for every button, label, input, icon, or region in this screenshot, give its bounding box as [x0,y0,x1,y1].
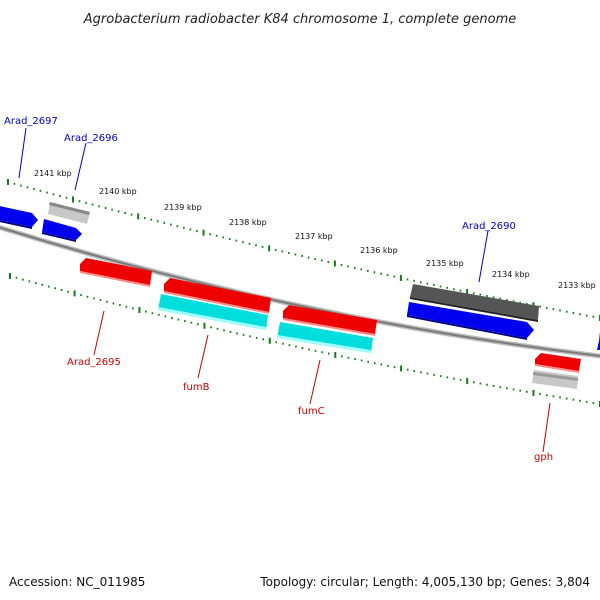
kbp-label-2141: 2141 kbp [34,169,72,178]
gene-arad-2695[interactable] [80,258,152,287]
chromosome-backbone-line [0,226,600,357]
label-arad-2697[interactable]: Arad_2697 [4,116,58,127]
leader-fumC [309,359,321,405]
gene-arad-2690-blue[interactable] [407,302,534,340]
kbp-label-2137: 2137 kbp [295,232,333,241]
gene-gray-lower[interactable] [532,370,578,389]
leader-arad-2697 [18,127,27,179]
kbp-label-2135: 2135 kbp [426,259,464,268]
gene-fumB-red[interactable] [164,278,271,314]
kbp-label-2133: 2133 kbp [558,281,596,290]
gene-right-edge-blue[interactable] [597,332,600,350]
leader-gph [542,402,551,453]
gene-arad-2696[interactable] [42,219,82,242]
leader-arad-2696 [74,142,87,191]
kbp-label-2138: 2138 kbp [229,218,267,227]
tick-tracks [7,179,600,407]
kbp-label-2140: 2140 kbp [99,187,137,196]
gene-arad-2690-dark[interactable] [410,284,539,322]
gene-fumC-red[interactable] [283,305,377,336]
gene-arad-2697[interactable] [0,205,38,229]
label-fumC[interactable]: fumC [298,406,325,417]
leader-fumB [197,334,209,379]
label-arad-2690[interactable]: Arad_2690 [462,221,516,232]
label-gph[interactable]: gph [534,452,553,463]
kbp-label-2134: 2134 kbp [492,270,530,279]
leader-arad-2695 [93,310,105,356]
gene-fumC-cyan[interactable] [277,322,373,353]
label-arad-2695[interactable]: Arad_2695 [67,357,121,368]
map-title: Agrobacterium radiobacter K84 chromosome… [83,12,516,27]
kbp-label-2136: 2136 kbp [360,246,398,255]
gene-gray-upper[interactable] [48,202,90,224]
gene-gph-red[interactable] [535,353,581,373]
label-fumB[interactable]: fumB [183,382,210,393]
leader-arad-2690 [478,230,489,283]
accession-text: Accession: NC_011985 [9,575,145,589]
gene-fumB-cyan[interactable] [158,294,268,330]
kbp-label-2139: 2139 kbp [164,203,202,212]
genome-summary-text: Topology: circular; Length: 4,005,130 bp… [259,575,590,589]
label-arad-2696[interactable]: Arad_2696 [64,133,118,144]
